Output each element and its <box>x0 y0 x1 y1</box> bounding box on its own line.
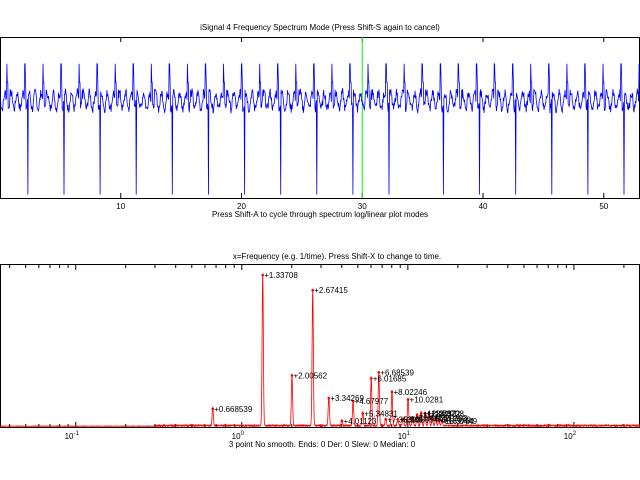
peak-marker <box>361 412 365 415</box>
spectrum-line <box>0 274 640 428</box>
peak-labels: +0.668539 +1.33708 +2.00562 +2.67415 +3.3426… <box>214 271 477 426</box>
peak-label: +5.34831 <box>364 409 398 418</box>
peak-label: +6.68539 <box>380 368 414 377</box>
signal-line <box>0 63 640 195</box>
time-plot-axes-box <box>0 37 640 199</box>
time-plot: iSignal 4 Frequency Spectrum Mode (Press… <box>0 23 640 219</box>
peak-marker <box>406 398 410 401</box>
peak-label: +4.01123 <box>343 417 377 426</box>
time-x-tick-label: 50 <box>599 202 608 211</box>
peak-marker <box>211 407 215 411</box>
peak-label: +8.02246 <box>393 388 427 397</box>
peak-label: +3.34269 <box>330 394 364 403</box>
time-x-tick-label: 20 <box>237 202 246 211</box>
peak-marker <box>384 418 387 421</box>
spectrum-x-tick-label: 102 <box>564 431 577 441</box>
peak-label: +7.35393 <box>387 415 421 424</box>
peak-marker <box>311 288 315 292</box>
spectrum-x-tick-label: 101 <box>398 431 411 441</box>
peak-label: +2.00562 <box>293 371 327 380</box>
time-plot-title: iSignal 4 Frequency Spectrum Mode (Press… <box>200 23 440 32</box>
peak-label: +12.0337 <box>423 409 457 418</box>
peak-label: +10.0281 <box>410 396 444 405</box>
time-plot-x-tick-labels: 10 20 30 40 50 <box>116 202 608 211</box>
peak-label: +13.3708 <box>430 409 464 418</box>
peak-label: +1.33708 <box>264 271 298 280</box>
peak-label: +4.67977 <box>355 397 389 406</box>
peak-label: +2.67415 <box>314 286 348 295</box>
spectrum-plot-title: x=Frequency (e.g. 1/time). Press Shift-X… <box>233 252 441 261</box>
peak-marker <box>290 374 294 377</box>
peak-label: +11.3652 <box>419 411 453 420</box>
peak-label: +14.7079 <box>437 415 471 424</box>
spectrum-x-tick-label: 10-1 <box>65 431 80 441</box>
peak-marker <box>431 416 434 420</box>
peak-marker <box>369 377 373 380</box>
peak-label: +9.35954 <box>405 415 439 424</box>
peak-marker <box>411 416 415 420</box>
peak-marker <box>427 412 431 415</box>
peak-marker <box>396 418 400 421</box>
peak-label: +0.668539 <box>214 405 253 414</box>
peak-marker <box>327 396 331 400</box>
peak-label: +8.691 <box>399 415 424 424</box>
peak-marker <box>351 399 355 403</box>
peak-marker <box>261 273 265 277</box>
spectrum-plot: x=Frequency (e.g. 1/time). Press Shift-X… <box>0 252 640 449</box>
peak-marker <box>437 419 441 423</box>
time-x-tick-label: 40 <box>479 202 488 211</box>
spectrum-x-tick-label: 100 <box>232 431 245 441</box>
spectrum-x-tick-labels: 10-1 100 101 102 <box>65 431 577 441</box>
peak-label: +16.0449 <box>443 417 477 426</box>
peak-marker <box>401 418 405 421</box>
peak-label: +15.3764 <box>440 417 474 426</box>
peak-marker <box>415 413 419 417</box>
peak-marker <box>340 419 344 423</box>
time-x-tick-label: 30 <box>358 202 367 211</box>
time-x-tick-label: 10 <box>116 202 125 211</box>
peak-marker <box>440 419 444 423</box>
peak-marker <box>390 390 394 394</box>
peak-marker <box>419 412 423 415</box>
peak-label: +10.6966 <box>414 414 448 423</box>
peak-marker <box>434 418 437 421</box>
peak-label: +14.0393 <box>434 414 468 423</box>
peak-marker <box>377 370 381 374</box>
status-line: 3 point No smooth. Ends: 0 Der: 0 Slew: … <box>229 440 416 449</box>
time-plot-caption: Press Shift-A to cycle through spectrum … <box>212 210 428 219</box>
peak-marker <box>423 412 427 415</box>
peak-label: +12.7022 <box>427 409 461 418</box>
peak-markers <box>211 273 444 423</box>
peak-label: +6.01685 <box>373 374 407 383</box>
